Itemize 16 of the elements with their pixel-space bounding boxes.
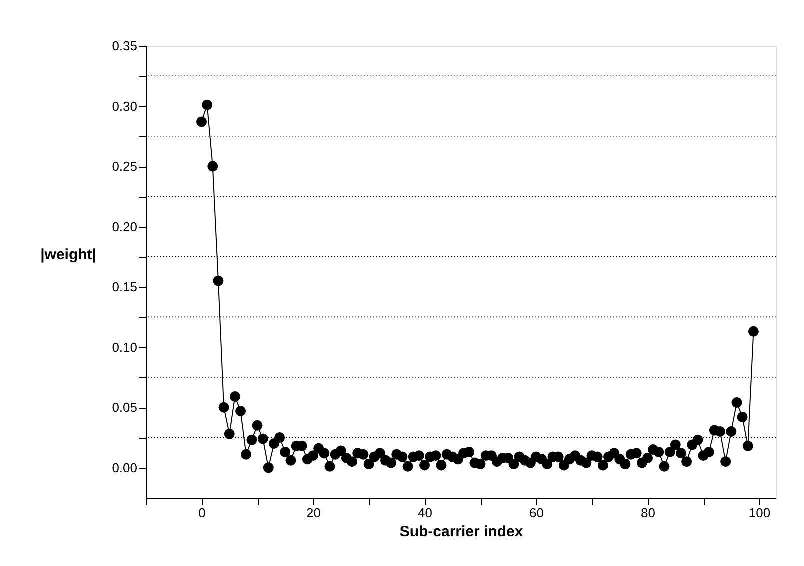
x-tick-label: 100 (748, 506, 771, 520)
y-tick-label: 0.30 (112, 98, 138, 114)
y-tick-label: 0.35 (112, 38, 138, 54)
y-tick-label: 0.05 (112, 400, 138, 416)
x-axis-title: Sub-carrier index (400, 524, 524, 540)
x-tick-label: 40 (418, 506, 432, 520)
y-axis-title: |weight| (40, 246, 96, 264)
y-tick-label: 0.15 (112, 280, 138, 295)
y-tick-label: 0.25 (112, 159, 138, 174)
x-tick-label: 60 (530, 506, 544, 520)
x-tick-label: 80 (641, 506, 656, 520)
y-tick-label: 0.10 (112, 340, 138, 355)
x-tick-label: 20 (306, 506, 321, 520)
y-tick-label: 0.20 (112, 219, 138, 234)
x-tick-label: 0 (198, 506, 206, 520)
y-tick-label: 0.00 (112, 460, 138, 476)
